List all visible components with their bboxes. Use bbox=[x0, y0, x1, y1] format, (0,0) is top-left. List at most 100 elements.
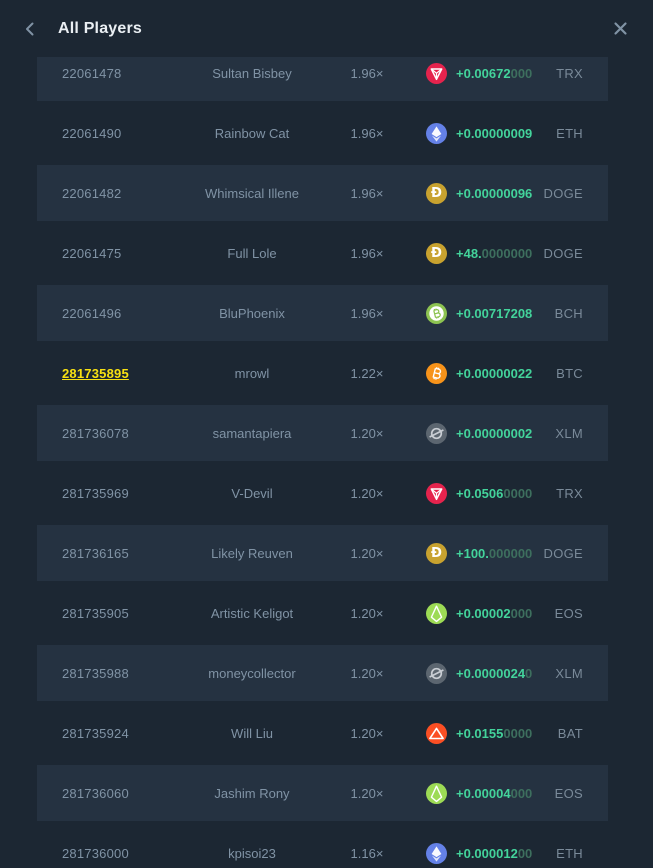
player-row: 281735988 moneycollector 1.20× +0.000002… bbox=[37, 643, 608, 703]
player-id[interactable]: 281736000 bbox=[62, 845, 129, 861]
player-row: 281735905 Artistic Keligot 1.20× +0.0000… bbox=[37, 583, 608, 643]
eth-coin-icon bbox=[426, 122, 447, 144]
payout-cell: Đ +0.00000096 DOGE bbox=[402, 182, 583, 204]
payout-amount: +0.00000002 bbox=[456, 425, 533, 441]
payout-amount: +0.00004000 bbox=[456, 785, 533, 801]
payout-amount: +0.00717208 bbox=[456, 305, 533, 321]
player-id[interactable]: 22061490 bbox=[62, 125, 122, 141]
player-id[interactable]: 281735895 bbox=[62, 365, 129, 381]
multiplier: 1.20× bbox=[350, 545, 384, 561]
player-name: BluPhoenix bbox=[219, 305, 285, 321]
bat-coin-icon bbox=[426, 722, 447, 744]
player-row: 22061475 Full Lole 1.96× Đ +48.0000000 D… bbox=[37, 223, 608, 283]
bch-coin-icon bbox=[426, 302, 447, 324]
modal-header: All Players bbox=[0, 0, 653, 57]
player-name: V-Devil bbox=[231, 485, 273, 501]
player-id[interactable]: 22061482 bbox=[62, 185, 122, 201]
player-id[interactable]: 281736078 bbox=[62, 425, 129, 441]
payout-cell: +0.00004000 EOS bbox=[402, 782, 583, 804]
eth-coin-icon bbox=[426, 842, 447, 864]
player-row: 22061490 Rainbow Cat 1.96× +0.00000009 E… bbox=[37, 103, 608, 163]
xlm-coin-icon bbox=[426, 662, 447, 684]
player-id[interactable]: 22061496 bbox=[62, 305, 122, 321]
btc-coin-icon bbox=[426, 362, 447, 384]
payout-cell: Đ +100.000000 DOGE bbox=[402, 542, 583, 564]
currency-code: EOS bbox=[554, 785, 583, 801]
payout-amount: +0.00000240 bbox=[456, 665, 533, 681]
payout-amount: +0.00000009 bbox=[456, 125, 533, 141]
player-name: moneycollector bbox=[208, 665, 296, 681]
payout-cell: +0.00000022 BTC bbox=[402, 362, 583, 384]
player-id[interactable]: 22061478 bbox=[62, 65, 122, 81]
player-row: 281736000 kpisoi23 1.16× +0.00001200 ETH bbox=[37, 823, 608, 868]
player-id[interactable]: 281735988 bbox=[62, 665, 129, 681]
player-id[interactable]: 281735924 bbox=[62, 725, 129, 741]
player-row: 281735895 mrowl 1.22× +0.00000022 BTC bbox=[37, 343, 608, 403]
player-row: 281736078 samantapiera 1.20× +0.00000002… bbox=[37, 403, 608, 463]
payout-amount: +0.00000096 bbox=[456, 185, 533, 201]
payout-cell: +0.00672000 TRX bbox=[402, 62, 583, 84]
modal-title: All Players bbox=[58, 19, 143, 37]
players-rows: 22061478 Sultan Bisbey 1.96× +0.00672000… bbox=[0, 57, 653, 868]
payout-cell: Đ +48.0000000 DOGE bbox=[402, 242, 583, 264]
payout-amount: +0.00002000 bbox=[456, 605, 533, 621]
players-list[interactable]: 22061478 Sultan Bisbey 1.96× +0.00672000… bbox=[0, 57, 653, 868]
multiplier: 1.96× bbox=[350, 185, 384, 201]
payout-cell: +0.01550000 BAT bbox=[402, 722, 583, 744]
player-row: 281735969 V-Devil 1.20× +0.05060000 TRX bbox=[37, 463, 608, 523]
multiplier: 1.20× bbox=[350, 605, 384, 621]
trx-coin-icon bbox=[426, 62, 447, 84]
currency-code: BAT bbox=[557, 725, 583, 741]
xlm-coin-icon bbox=[426, 422, 447, 444]
player-name: Rainbow Cat bbox=[214, 125, 290, 141]
currency-code: DOGE bbox=[543, 245, 583, 261]
currency-code: EOS bbox=[554, 605, 583, 621]
multiplier: 1.20× bbox=[350, 785, 384, 801]
multiplier: 1.20× bbox=[350, 665, 384, 681]
currency-code: TRX bbox=[556, 485, 583, 501]
payout-cell: +0.00000009 ETH bbox=[402, 122, 583, 144]
player-row: 281736165 Likely Reuven 1.20× Đ +100.000… bbox=[37, 523, 608, 583]
eos-coin-icon bbox=[426, 782, 447, 804]
player-id[interactable]: 281735905 bbox=[62, 605, 129, 621]
close-icon[interactable] bbox=[606, 15, 634, 43]
player-id[interactable]: 22061475 bbox=[62, 245, 122, 261]
player-row: 22061482 Whimsical Illene 1.96× Đ +0.000… bbox=[37, 163, 608, 223]
payout-cell: +0.00001200 ETH bbox=[402, 842, 583, 864]
payout-amount: +100.000000 bbox=[456, 545, 533, 561]
multiplier: 1.96× bbox=[350, 305, 384, 321]
multiplier: 1.20× bbox=[350, 485, 384, 501]
player-name: kpisoi23 bbox=[228, 845, 276, 861]
player-id[interactable]: 281735969 bbox=[62, 485, 129, 501]
multiplier: 1.96× bbox=[350, 125, 384, 141]
multiplier: 1.16× bbox=[350, 845, 384, 861]
payout-cell: +0.00717208 BCH bbox=[402, 302, 583, 324]
player-name: samantapiera bbox=[212, 425, 292, 441]
back-icon[interactable] bbox=[16, 15, 44, 43]
currency-code: XLM bbox=[555, 665, 583, 681]
currency-code: TRX bbox=[556, 65, 583, 81]
player-id[interactable]: 281736060 bbox=[62, 785, 129, 801]
currency-code: DOGE bbox=[543, 545, 583, 561]
doge-coin-icon: Đ bbox=[426, 182, 447, 204]
player-name: Full Lole bbox=[227, 245, 277, 261]
currency-code: BTC bbox=[556, 365, 583, 381]
doge-coin-icon: Đ bbox=[426, 242, 447, 264]
currency-code: BCH bbox=[554, 305, 583, 321]
multiplier: 1.96× bbox=[350, 65, 384, 81]
payout-cell: +0.00000240 XLM bbox=[402, 662, 583, 684]
multiplier: 1.22× bbox=[350, 365, 384, 381]
payout-amount: +0.01550000 bbox=[456, 725, 533, 741]
payout-cell: +0.05060000 TRX bbox=[402, 482, 583, 504]
multiplier: 1.96× bbox=[350, 245, 384, 261]
currency-code: DOGE bbox=[543, 185, 583, 201]
player-row: 22061478 Sultan Bisbey 1.96× +0.00672000… bbox=[37, 57, 608, 103]
doge-coin-icon: Đ bbox=[426, 542, 447, 564]
currency-code: XLM bbox=[555, 425, 583, 441]
trx-coin-icon bbox=[426, 482, 447, 504]
player-row: 22061496 BluPhoenix 1.96× +0.00717208 BC… bbox=[37, 283, 608, 343]
multiplier: 1.20× bbox=[350, 425, 384, 441]
player-row: 281736060 Jashim Rony 1.20× +0.00004000 … bbox=[37, 763, 608, 823]
player-id[interactable]: 281736165 bbox=[62, 545, 129, 561]
